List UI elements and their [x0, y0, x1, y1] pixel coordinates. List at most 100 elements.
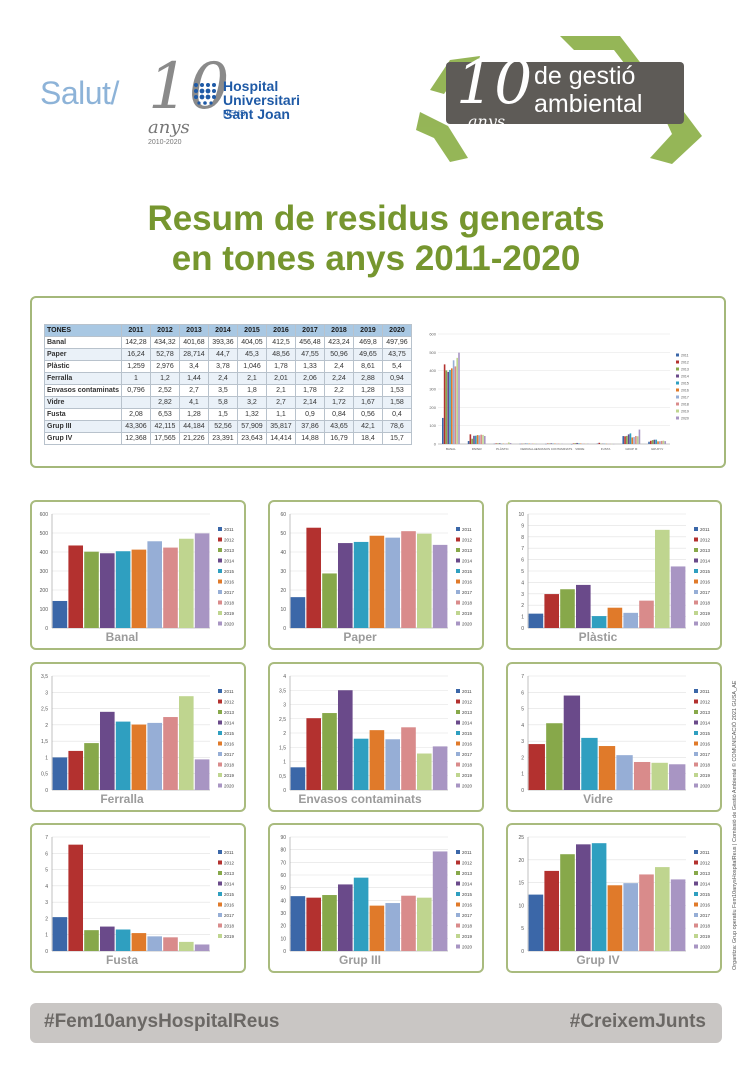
- y-tick-label: 300: [40, 569, 49, 575]
- y-tick-label: 8: [521, 535, 524, 541]
- legend-label: 2015: [462, 569, 473, 574]
- legend-label: 2011: [700, 850, 710, 855]
- legend-label: 2020: [224, 784, 235, 789]
- table-cell: 2,88: [352, 372, 383, 385]
- y-tick-label: 3,5: [41, 674, 48, 680]
- y-tick-label: 0,5: [41, 772, 48, 778]
- table-cell: 2,4: [323, 360, 354, 373]
- bar-2016: [131, 933, 147, 951]
- bar-2016: [631, 437, 634, 444]
- legend-swatch: [218, 860, 222, 865]
- y-tick-label: 0: [45, 949, 48, 955]
- card-grup3: 0 10 20 30 40 50 60 70 80 90 2011 2012 2013 2014 2015 2…: [268, 823, 484, 973]
- legend-label: 2013: [700, 548, 711, 553]
- card-title-grup4: Grup IV: [576, 953, 620, 967]
- legend-label: 2018: [700, 763, 711, 768]
- legend-swatch: [694, 569, 698, 573]
- legend-swatch: [694, 762, 698, 767]
- bar-2019: [417, 897, 432, 951]
- legend-label: 2014: [224, 882, 235, 887]
- bar-2016: [451, 368, 453, 444]
- bar-2012: [68, 750, 83, 790]
- legend-label: 2011: [224, 527, 234, 532]
- legend-swatch: [456, 752, 460, 756]
- legend-label: 2011: [224, 689, 234, 694]
- legend-label: 2012: [224, 861, 235, 866]
- bar-2020: [670, 566, 686, 628]
- y-tick-label: 80: [280, 848, 286, 854]
- bar-2013: [626, 435, 628, 444]
- legend-swatch: [694, 548, 698, 552]
- legend-swatch: [218, 579, 222, 584]
- table-cell: 1,58: [381, 396, 412, 409]
- legend-swatch: [676, 388, 679, 392]
- y-tick-label: 1,5: [279, 745, 286, 751]
- bar-2019: [179, 696, 194, 790]
- bar-2019: [179, 538, 194, 628]
- chart-plastic: 0 1 2 3 4 5 6 7 8 9 10 2011 2012 2013 2014 2015 2016 2017…: [518, 512, 711, 632]
- card-fusta: 0 1 2 3 4 5 6 7 2011 2012 2013 2014 2015 2016 2017 2018…: [30, 823, 246, 973]
- bar-2013: [546, 723, 563, 790]
- bar-2018: [163, 547, 178, 628]
- table-row-label: Paper: [44, 348, 122, 361]
- legend-swatch: [456, 558, 460, 563]
- y-tick-label: 50: [280, 886, 286, 892]
- card-title-fusta: Fusta: [105, 953, 138, 967]
- table-row: Vidre 2,82 4,1 5,8 3,2 2,7 2,14 1,72 1,67 1,58: [44, 396, 412, 409]
- bar-2013: [84, 930, 99, 951]
- legend-label: 2016: [462, 580, 473, 585]
- y-tick-label: 7: [521, 546, 524, 552]
- table-cell: 434,32: [149, 336, 180, 349]
- chart-paper: 0 10 20 30 40 50 60 2011 2012 2013 2014 2015 2016 201…: [280, 512, 473, 632]
- legend-swatch: [218, 527, 222, 531]
- legend-swatch: [218, 902, 222, 907]
- bar-2016: [369, 535, 385, 628]
- bar-2012: [572, 443, 575, 444]
- bar-2015: [474, 435, 477, 444]
- bar-2015: [115, 721, 131, 790]
- y-tick-label: 100: [40, 607, 49, 613]
- card-vidre: 0 1 2 3 4 5 6 7 2011 2012 2013 2014 2015 2016 2017 2018…: [506, 662, 722, 812]
- bar-2015: [591, 843, 607, 951]
- table-cell: 393,36: [207, 336, 238, 349]
- legend-label: 2011: [462, 527, 472, 532]
- table-row: Grup IV 12,368 17,565 21,226 23,391 23,643 14,…: [44, 432, 412, 445]
- legend-swatch: [456, 850, 460, 854]
- table-cell: 1,046: [236, 360, 267, 373]
- anniversary-dates: 2010-2020: [148, 139, 182, 146]
- y-tick-label: 200: [40, 588, 49, 594]
- bar-2019: [507, 442, 510, 444]
- legend-label: 2018: [681, 403, 689, 407]
- table-cell: 0,9: [294, 408, 325, 421]
- table-row-label: Ferralla: [44, 372, 122, 385]
- x-tick-label: BANAL: [446, 447, 456, 451]
- legend-swatch: [218, 913, 222, 917]
- bar-2015: [353, 541, 369, 628]
- bar-2014: [338, 690, 353, 790]
- table-header-cell: 2017: [294, 324, 325, 337]
- table-cell: 2,1: [236, 372, 267, 385]
- chart-grup4: 0 5 10 15 20 25 2011 2012 2013 2014 2015 2016 2017 20…: [518, 835, 710, 955]
- legend-label: 2018: [224, 763, 235, 768]
- legend-label: 2013: [462, 548, 473, 553]
- bar-2018: [163, 937, 178, 951]
- bar-2020: [670, 879, 686, 951]
- bar-2014: [100, 711, 115, 790]
- table-cell: 5,4: [381, 360, 412, 373]
- bar-2020: [432, 544, 448, 628]
- bar-2014: [338, 543, 353, 628]
- legend-label: 2011: [224, 850, 234, 855]
- legend-label: 2015: [224, 731, 235, 736]
- card-grup4: 0 5 10 15 20 25 2011 2012 2013 2014 2015 2016 2017 20…: [506, 823, 722, 973]
- card-paper: 0 10 20 30 40 50 60 2011 2012 2013 2014 2015 2016 201…: [268, 500, 484, 650]
- table-cell: 0,94: [381, 372, 412, 385]
- bar-2012: [68, 545, 83, 628]
- bar-2017: [633, 437, 635, 444]
- table-header-cell: 2020: [381, 324, 412, 337]
- bar-2020: [483, 435, 486, 444]
- legend-label: 2011: [462, 850, 472, 855]
- legend-label: 2015: [462, 731, 473, 736]
- table-cell: 1: [120, 372, 151, 385]
- table-cell: 49,65: [352, 348, 383, 361]
- bar-2019: [456, 357, 458, 444]
